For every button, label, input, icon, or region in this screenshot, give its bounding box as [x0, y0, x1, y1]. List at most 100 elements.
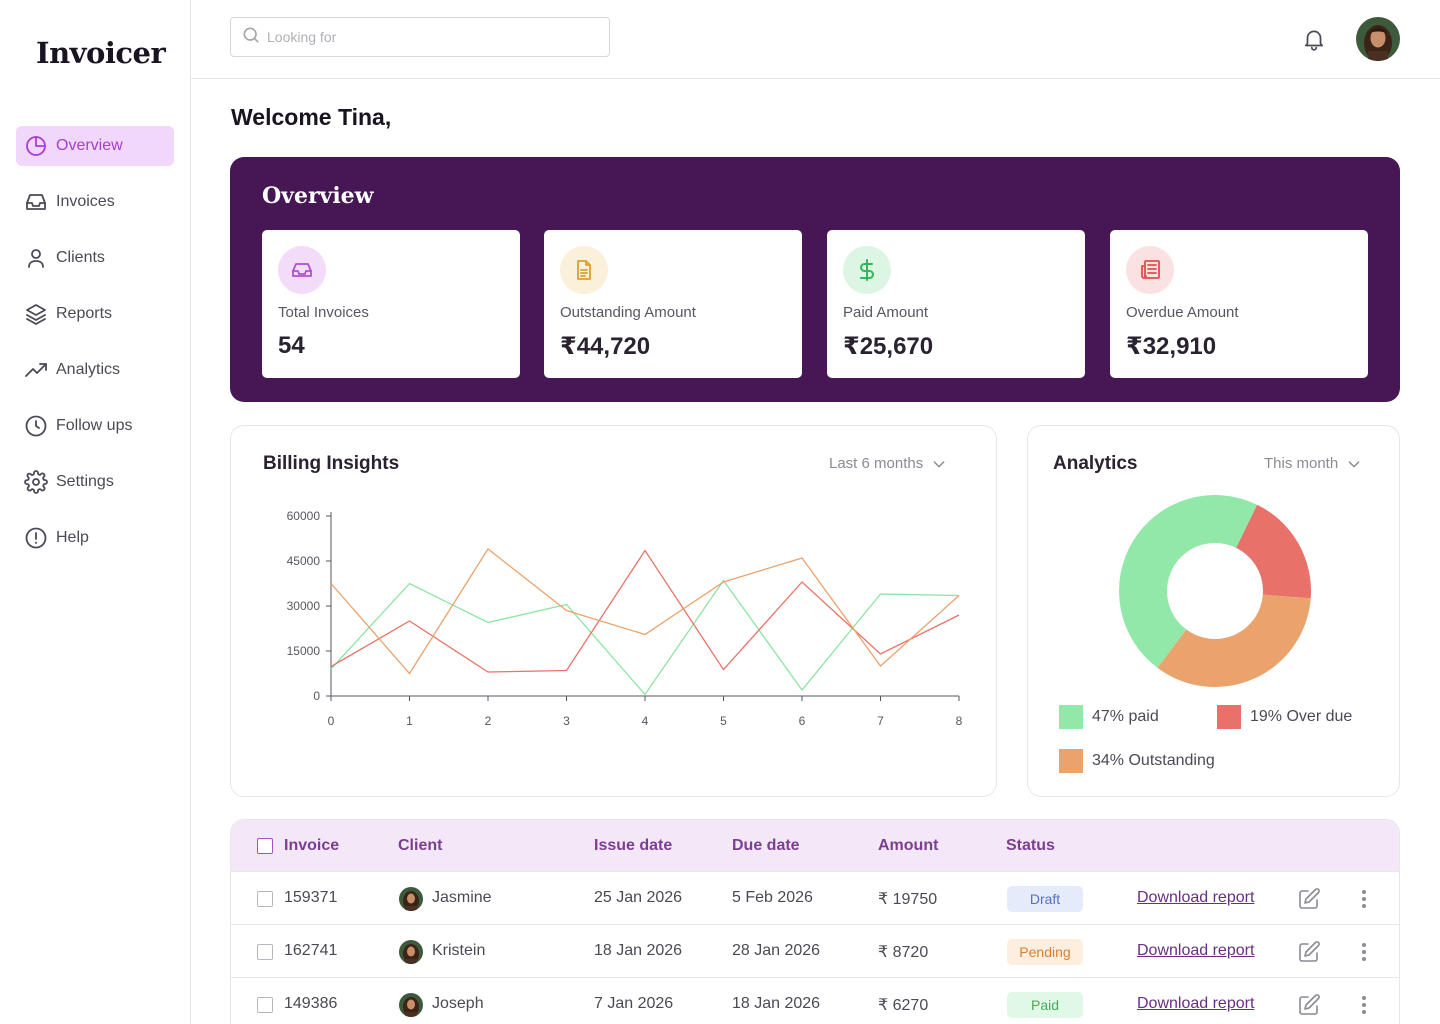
more-vertical-icon[interactable] — [1355, 993, 1373, 1017]
y-tick-label: 15000 — [287, 644, 321, 658]
series-line-2 — [330, 548, 960, 675]
download-report-link[interactable]: Download report — [1137, 995, 1255, 1012]
invoice-number: 162741 — [284, 942, 338, 959]
inbox-icon — [24, 190, 48, 214]
x-tick-label: 6 — [799, 714, 806, 728]
sidebar-nav: Overview Invoices Clients Reports Analyt… — [16, 126, 174, 574]
amount: ₹ 8720 — [878, 944, 929, 961]
chevron-down-icon — [933, 460, 945, 467]
y-tick-label: 60000 — [287, 509, 321, 523]
sidebar-item-label: Analytics — [56, 361, 121, 378]
sidebar-item-overview[interactable]: Overview — [16, 126, 174, 166]
download-report-link[interactable]: Download report — [1137, 942, 1255, 959]
column-header-amount[interactable]: Amount — [878, 837, 939, 854]
sidebar-item-label: Invoices — [56, 193, 115, 210]
series-line-0 — [330, 579, 960, 696]
status-badge: Paid — [1007, 992, 1083, 1018]
user-avatar[interactable] — [1356, 17, 1400, 61]
layers-icon — [24, 302, 48, 326]
app-logo: Invoicer — [36, 36, 166, 70]
stat-card-paid: Paid Amount ₹25,670 — [827, 230, 1085, 378]
table-row: 159371 Jasmine 25 Jan 2026 5 Feb 2026 ₹ … — [231, 872, 1399, 925]
more-vertical-icon[interactable] — [1355, 940, 1373, 964]
dropdown-value: Last 6 months — [829, 455, 924, 472]
y-tick-label: 0 — [313, 689, 320, 703]
stat-value: ₹32,910 — [1126, 333, 1217, 360]
status-badge: Draft — [1007, 886, 1083, 912]
x-tick-label: 7 — [877, 714, 884, 728]
legend-label: 47% paid — [1092, 708, 1159, 725]
stat-label: Paid Amount — [843, 304, 929, 321]
issue-date: 25 Jan 2026 — [594, 889, 683, 906]
welcome-heading: Welcome Tina, — [231, 104, 392, 130]
sidebar-item-analytics[interactable]: Analytics — [16, 350, 174, 390]
x-tick-label: 5 — [720, 714, 727, 728]
row-checkbox[interactable] — [257, 891, 273, 907]
sidebar-item-help[interactable]: Help — [16, 518, 174, 558]
sidebar-item-clients[interactable]: Clients — [16, 238, 174, 278]
status-badge: Pending — [1007, 939, 1083, 965]
series-line-1 — [330, 549, 960, 673]
table-row: 149386 Joseph 7 Jan 2026 18 Jan 2026 ₹ 6… — [231, 978, 1399, 1024]
column-header-client[interactable]: Client — [398, 837, 443, 854]
user-icon — [24, 246, 48, 270]
sidebar-item-label: Overview — [56, 137, 123, 154]
newspaper-icon — [1126, 246, 1174, 294]
legend-outstanding: 34% Outstanding — [1059, 749, 1215, 773]
legend-label: 19% Over due — [1250, 708, 1353, 725]
download-report-link[interactable]: Download report — [1137, 889, 1255, 906]
edit-icon[interactable] — [1297, 940, 1321, 964]
stat-value: ₹44,720 — [560, 333, 651, 360]
invoice-number: 149386 — [284, 995, 338, 1012]
bell-icon[interactable] — [1301, 26, 1327, 52]
edit-icon[interactable] — [1297, 887, 1321, 911]
y-tick-label: 45000 — [287, 554, 321, 568]
x-tick-label: 3 — [563, 714, 570, 728]
table-header: Invoice Client Issue date Due date Amoun… — [231, 820, 1399, 872]
sidebar-item-label: Help — [56, 529, 89, 546]
alert-circle-icon — [24, 526, 48, 550]
top-header — [191, 0, 1440, 79]
row-checkbox[interactable] — [257, 944, 273, 960]
search-icon — [241, 25, 261, 50]
stat-card-outstanding: Outstanding Amount ₹44,720 — [544, 230, 802, 378]
search-box[interactable] — [230, 17, 610, 57]
gear-icon — [24, 470, 48, 494]
sidebar-item-invoices[interactable]: Invoices — [16, 182, 174, 222]
row-checkbox[interactable] — [257, 997, 273, 1013]
column-header-status[interactable]: Status — [1006, 837, 1055, 854]
stat-card-overdue: Overdue Amount ₹32,910 — [1110, 230, 1368, 378]
legend-overdue: 19% Over due — [1217, 705, 1352, 729]
trend-up-icon — [24, 358, 48, 382]
analytics-card: Analytics This month 47% paid 19% Over d… — [1027, 425, 1400, 797]
clock-icon — [24, 414, 48, 438]
billing-insights-card: Billing Insights Last 6 months 60000 4500… — [230, 425, 997, 797]
analytics-range-dropdown[interactable]: This month — [1264, 455, 1362, 472]
more-vertical-icon[interactable] — [1355, 887, 1373, 911]
edit-icon[interactable] — [1297, 993, 1321, 1017]
column-header-invoice[interactable]: Invoice — [284, 837, 340, 854]
chevron-down-icon — [1348, 460, 1360, 467]
x-tick-label: 0 — [328, 714, 335, 728]
legend-swatch — [1217, 705, 1241, 729]
overview-title: Overview — [262, 183, 374, 209]
sidebar-item-follow-ups[interactable]: Follow ups — [16, 406, 174, 446]
column-header-issue-date[interactable]: Issue date — [594, 837, 673, 854]
stat-label: Total Invoices — [278, 304, 369, 321]
sidebar-item-label: Follow ups — [56, 417, 133, 434]
issue-date: 18 Jan 2026 — [594, 942, 683, 959]
document-icon — [560, 246, 608, 294]
analytics-title: Analytics — [1053, 453, 1138, 474]
billing-range-dropdown[interactable]: Last 6 months — [829, 455, 947, 472]
x-tick-label: 1 — [406, 714, 413, 728]
sidebar-item-settings[interactable]: Settings — [16, 462, 174, 502]
due-date: 18 Jan 2026 — [732, 995, 821, 1012]
dropdown-value: This month — [1264, 455, 1339, 472]
select-all-checkbox[interactable] — [257, 838, 273, 854]
issue-date: 7 Jan 2026 — [594, 995, 674, 1012]
sidebar-item-reports[interactable]: Reports — [16, 294, 174, 334]
column-header-due-date[interactable]: Due date — [732, 837, 800, 854]
search-input[interactable] — [267, 29, 597, 45]
amount: ₹ 6270 — [878, 997, 929, 1014]
overview-panel: Overview Total Invoices 54 Outstanding A… — [230, 157, 1400, 402]
